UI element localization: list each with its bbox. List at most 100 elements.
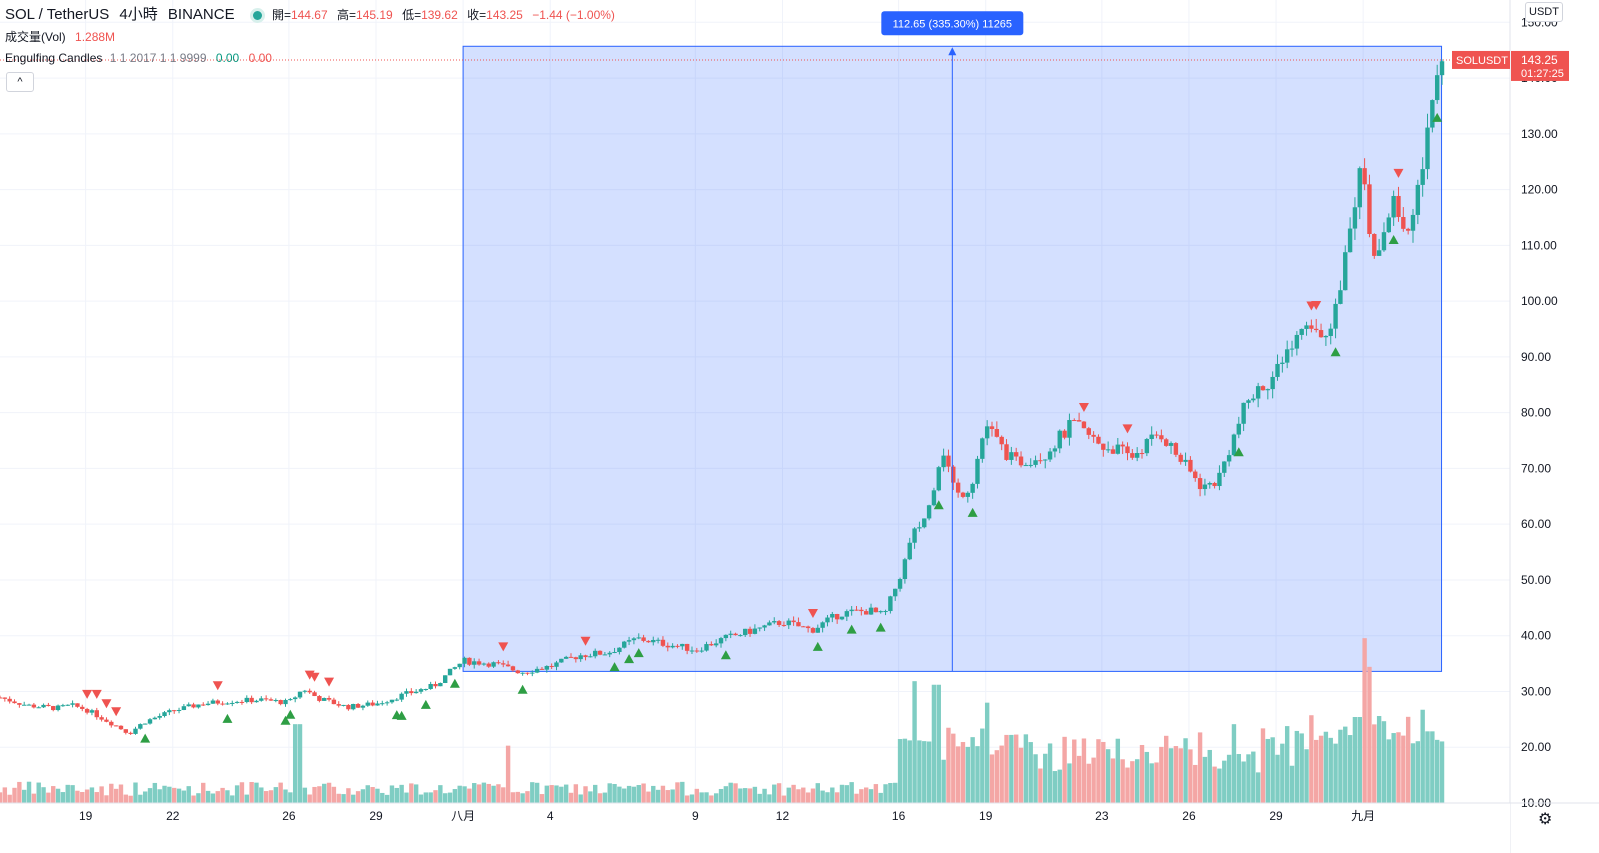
volume-bar [1067, 763, 1072, 803]
candle-body [738, 635, 743, 637]
candle-body [472, 661, 477, 665]
volume-bar [820, 790, 825, 803]
close-label: 收= [467, 8, 487, 22]
candle-body [573, 657, 579, 660]
candle-body [999, 436, 1004, 445]
candle-body [1284, 349, 1290, 363]
volume-bar [1038, 768, 1043, 803]
volume-bar [292, 724, 298, 803]
volume-bar [254, 782, 259, 803]
volume-bar [1168, 748, 1174, 803]
volume-bar [1081, 738, 1087, 803]
candle-body [1018, 456, 1024, 466]
candle-body [825, 617, 830, 623]
price-axis-bg[interactable] [1510, 0, 1599, 853]
volume-bar [41, 787, 46, 803]
volume-bar [859, 789, 864, 803]
volume-bar [1401, 735, 1406, 803]
volume-bar [733, 783, 738, 803]
volume-bar [1439, 741, 1445, 803]
volume-bar [1164, 735, 1169, 803]
volume-bar [89, 787, 95, 803]
volume-bar [772, 784, 777, 803]
bullish-engulfing-marker [396, 710, 407, 720]
measure-label-text: 112.65 (335.30%) 11265 [893, 18, 1012, 30]
candle-body [225, 703, 230, 705]
candle-body [694, 650, 700, 652]
volume-bar [868, 789, 874, 803]
candle-body [1193, 471, 1198, 479]
volume-bar [1222, 760, 1227, 803]
candle-body [486, 663, 491, 667]
candle-body [1260, 386, 1266, 391]
volume-bar [375, 788, 380, 803]
volume-bar [931, 684, 937, 803]
indicator-legend[interactable]: Engulfing Candles 1 1 2017 1 1 9999 0.00… [5, 51, 278, 65]
candle-body [65, 704, 70, 706]
candle-body [380, 703, 385, 705]
candle-body [539, 668, 545, 670]
candle-body [781, 624, 787, 626]
candle-body [1241, 402, 1246, 424]
candle-body [1391, 195, 1396, 218]
candle-body [433, 683, 438, 687]
time-axis-bg[interactable] [0, 803, 1510, 853]
volume-bar [1139, 744, 1145, 803]
volume-bar [994, 750, 1000, 803]
candle-body [322, 698, 327, 701]
candle-body [157, 716, 162, 718]
volume-bar [1018, 747, 1024, 803]
bullish-engulfing-marker [846, 624, 857, 634]
collapse-legend-button[interactable]: ^ [6, 72, 34, 92]
volume-bar [839, 784, 845, 803]
bullish-engulfing-marker [280, 715, 291, 725]
candle-body [1226, 455, 1232, 462]
volume-bar [413, 784, 419, 803]
volume-bar [1343, 726, 1348, 803]
candle-body [113, 725, 119, 727]
time-tick-label: 26 [282, 809, 296, 823]
symbol-name[interactable]: SOL / TetherUS [5, 6, 110, 23]
candle-body [133, 728, 138, 734]
candle-body [84, 708, 90, 713]
candle-body [413, 691, 419, 694]
candle-body [1294, 334, 1300, 349]
candle-body [12, 701, 17, 704]
volume-bar [965, 746, 971, 803]
volume-bar [176, 788, 182, 803]
candle-body [718, 638, 724, 644]
candle-body [1178, 454, 1183, 462]
candle-body [1197, 478, 1203, 490]
candle-body [767, 622, 772, 626]
candle-body [409, 691, 414, 694]
candle-body [1333, 303, 1338, 329]
candle-body [955, 482, 961, 493]
interval-label[interactable]: 4小時 [119, 6, 158, 23]
volume-bar [675, 782, 680, 803]
volume-bar [380, 792, 385, 803]
candle-body [249, 697, 254, 703]
candle-body [1154, 434, 1159, 436]
candle-body [1120, 444, 1125, 447]
candle-body [360, 705, 366, 708]
gear-icon[interactable]: ⚙ [1538, 811, 1553, 828]
candle-body [389, 699, 395, 703]
candle-body [859, 609, 864, 612]
currency-button[interactable]: USDT [1525, 2, 1563, 22]
volume-bar [234, 785, 240, 803]
candle-body [665, 645, 670, 648]
volume-bar [767, 794, 772, 803]
bearish-engulfing-marker [212, 681, 223, 691]
volume-bar [331, 786, 337, 803]
volume-legend[interactable]: 成交量(Vol) 1.288M [5, 28, 121, 45]
volume-bar [1173, 746, 1179, 803]
candle-body [1231, 434, 1237, 456]
candle-body [1101, 443, 1106, 450]
bearish-engulfing-marker [101, 699, 112, 709]
candle-body [796, 622, 801, 627]
candle-body [1405, 228, 1411, 231]
volume-bar [113, 788, 119, 803]
bullish-engulfing-marker [633, 648, 644, 658]
volume-bar [810, 788, 816, 803]
